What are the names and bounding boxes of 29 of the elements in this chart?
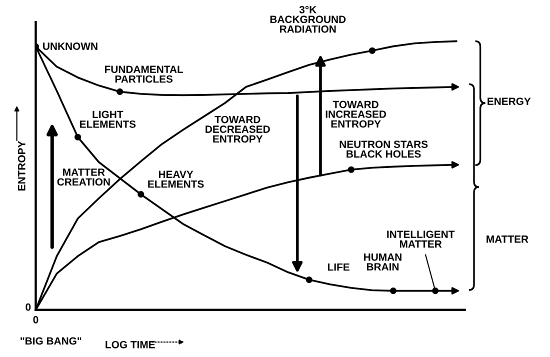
text: ENERGY: [488, 98, 531, 105]
annotation: LIGHT ELEMENTS: [80, 110, 136, 128]
annotation: TOWARD DECREASED ENTROPY: [206, 116, 270, 143]
point: [368, 47, 376, 54]
point: [432, 288, 439, 294]
point: [74, 134, 82, 140]
text: 0: [26, 303, 31, 311]
point: [138, 191, 144, 198]
point: [390, 288, 397, 294]
point: [306, 276, 312, 284]
text: 3°K BACKGROUND RADIATION: [270, 6, 346, 33]
annotation: HEAVY ELEMENTS: [148, 170, 204, 188]
annotation: UNKNOWN: [43, 42, 98, 50]
annotation: INTELLIGENT MATTER: [387, 230, 455, 248]
annotation: LIFE: [328, 263, 350, 271]
point: [348, 166, 354, 173]
text: "BIG BANG": [20, 337, 82, 345]
x-axis-title: LOG TIME: [106, 340, 155, 348]
text: MATTER: [486, 236, 528, 243]
point: [451, 287, 459, 294]
annotation: NEUTRON STARS BLACK HOLES: [340, 140, 428, 158]
point: [451, 83, 459, 91]
y-axis-title: ENTROPY: [18, 140, 26, 190]
text: 0: [33, 316, 38, 324]
annotation: TOWARD INCREASED ENTROPY: [326, 100, 386, 128]
annotation: MATTER CREATION: [57, 168, 110, 186]
point: [116, 88, 124, 96]
annotation: FUNDAMENTAL PARTICLES: [105, 66, 184, 83]
annotation: HUMAN BRAIN: [364, 254, 402, 270]
